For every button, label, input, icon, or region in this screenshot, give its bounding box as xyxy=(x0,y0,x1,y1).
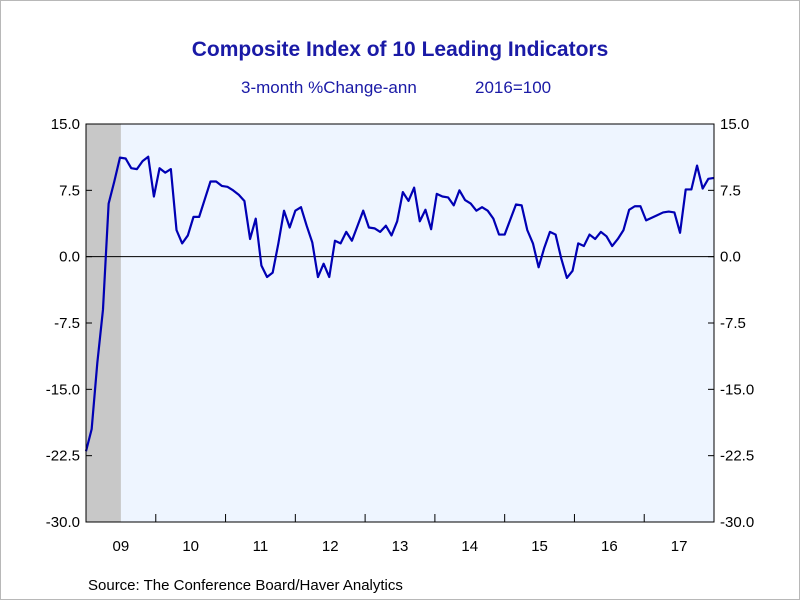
x-tick-label: 13 xyxy=(392,538,409,555)
x-tick-label: 16 xyxy=(601,538,618,555)
source-note: Source: The Conference Board/Haver Analy… xyxy=(88,577,403,594)
y-tick-label-right: -30.0 xyxy=(720,514,754,531)
y-tick-label-right: -22.5 xyxy=(720,448,754,465)
series-line-0 xyxy=(84,155,715,452)
y-tick-label-right: -15.0 xyxy=(720,381,754,398)
y-tick-label-right: 7.5 xyxy=(720,182,741,199)
y-tick-label-left: -22.5 xyxy=(46,448,80,465)
plot-area xyxy=(86,124,714,522)
x-tick-label: 15 xyxy=(531,538,548,555)
y-tick-label-left: 15.0 xyxy=(51,116,80,133)
y-tick-label-left: -15.0 xyxy=(46,381,80,398)
y-axis-right: 15.0 7.5 0.0 -7.5 -15.0 -22.5 -30.0 xyxy=(708,116,754,531)
x-axis: 09 10 11 12 13 14 15 16 17 xyxy=(113,514,688,555)
chart-title: Composite Index of 10 Leading Indicators xyxy=(191,38,609,61)
x-tick-label: 17 xyxy=(671,538,688,555)
y-tick-label-right: 15.0 xyxy=(720,116,749,133)
y-tick-label-left: 7.5 xyxy=(59,182,80,199)
series-group xyxy=(84,155,715,452)
chart-subtitle-measure: 3-month %Change-ann xyxy=(241,78,417,97)
y-axis-left: 15.0 7.5 0.0 -7.5 -15.0 -22.5 -30.0 xyxy=(46,116,92,531)
plot-border xyxy=(85,123,715,523)
y-tick-label-left: 0.0 xyxy=(59,249,80,266)
x-tick-label: 14 xyxy=(461,538,478,555)
x-tick-label: 11 xyxy=(253,538,269,555)
x-tick-label: 09 xyxy=(113,538,130,555)
y-tick-label-left: -7.5 xyxy=(54,315,80,332)
x-tick-label: 10 xyxy=(182,538,199,555)
chart-subtitle-base: 2016=100 xyxy=(475,78,552,97)
x-tick-label: 12 xyxy=(322,538,339,555)
y-tick-label-left: -30.0 xyxy=(46,514,80,531)
y-tick-label-right: 0.0 xyxy=(720,249,741,266)
y-tick-label-right: -7.5 xyxy=(720,315,746,332)
